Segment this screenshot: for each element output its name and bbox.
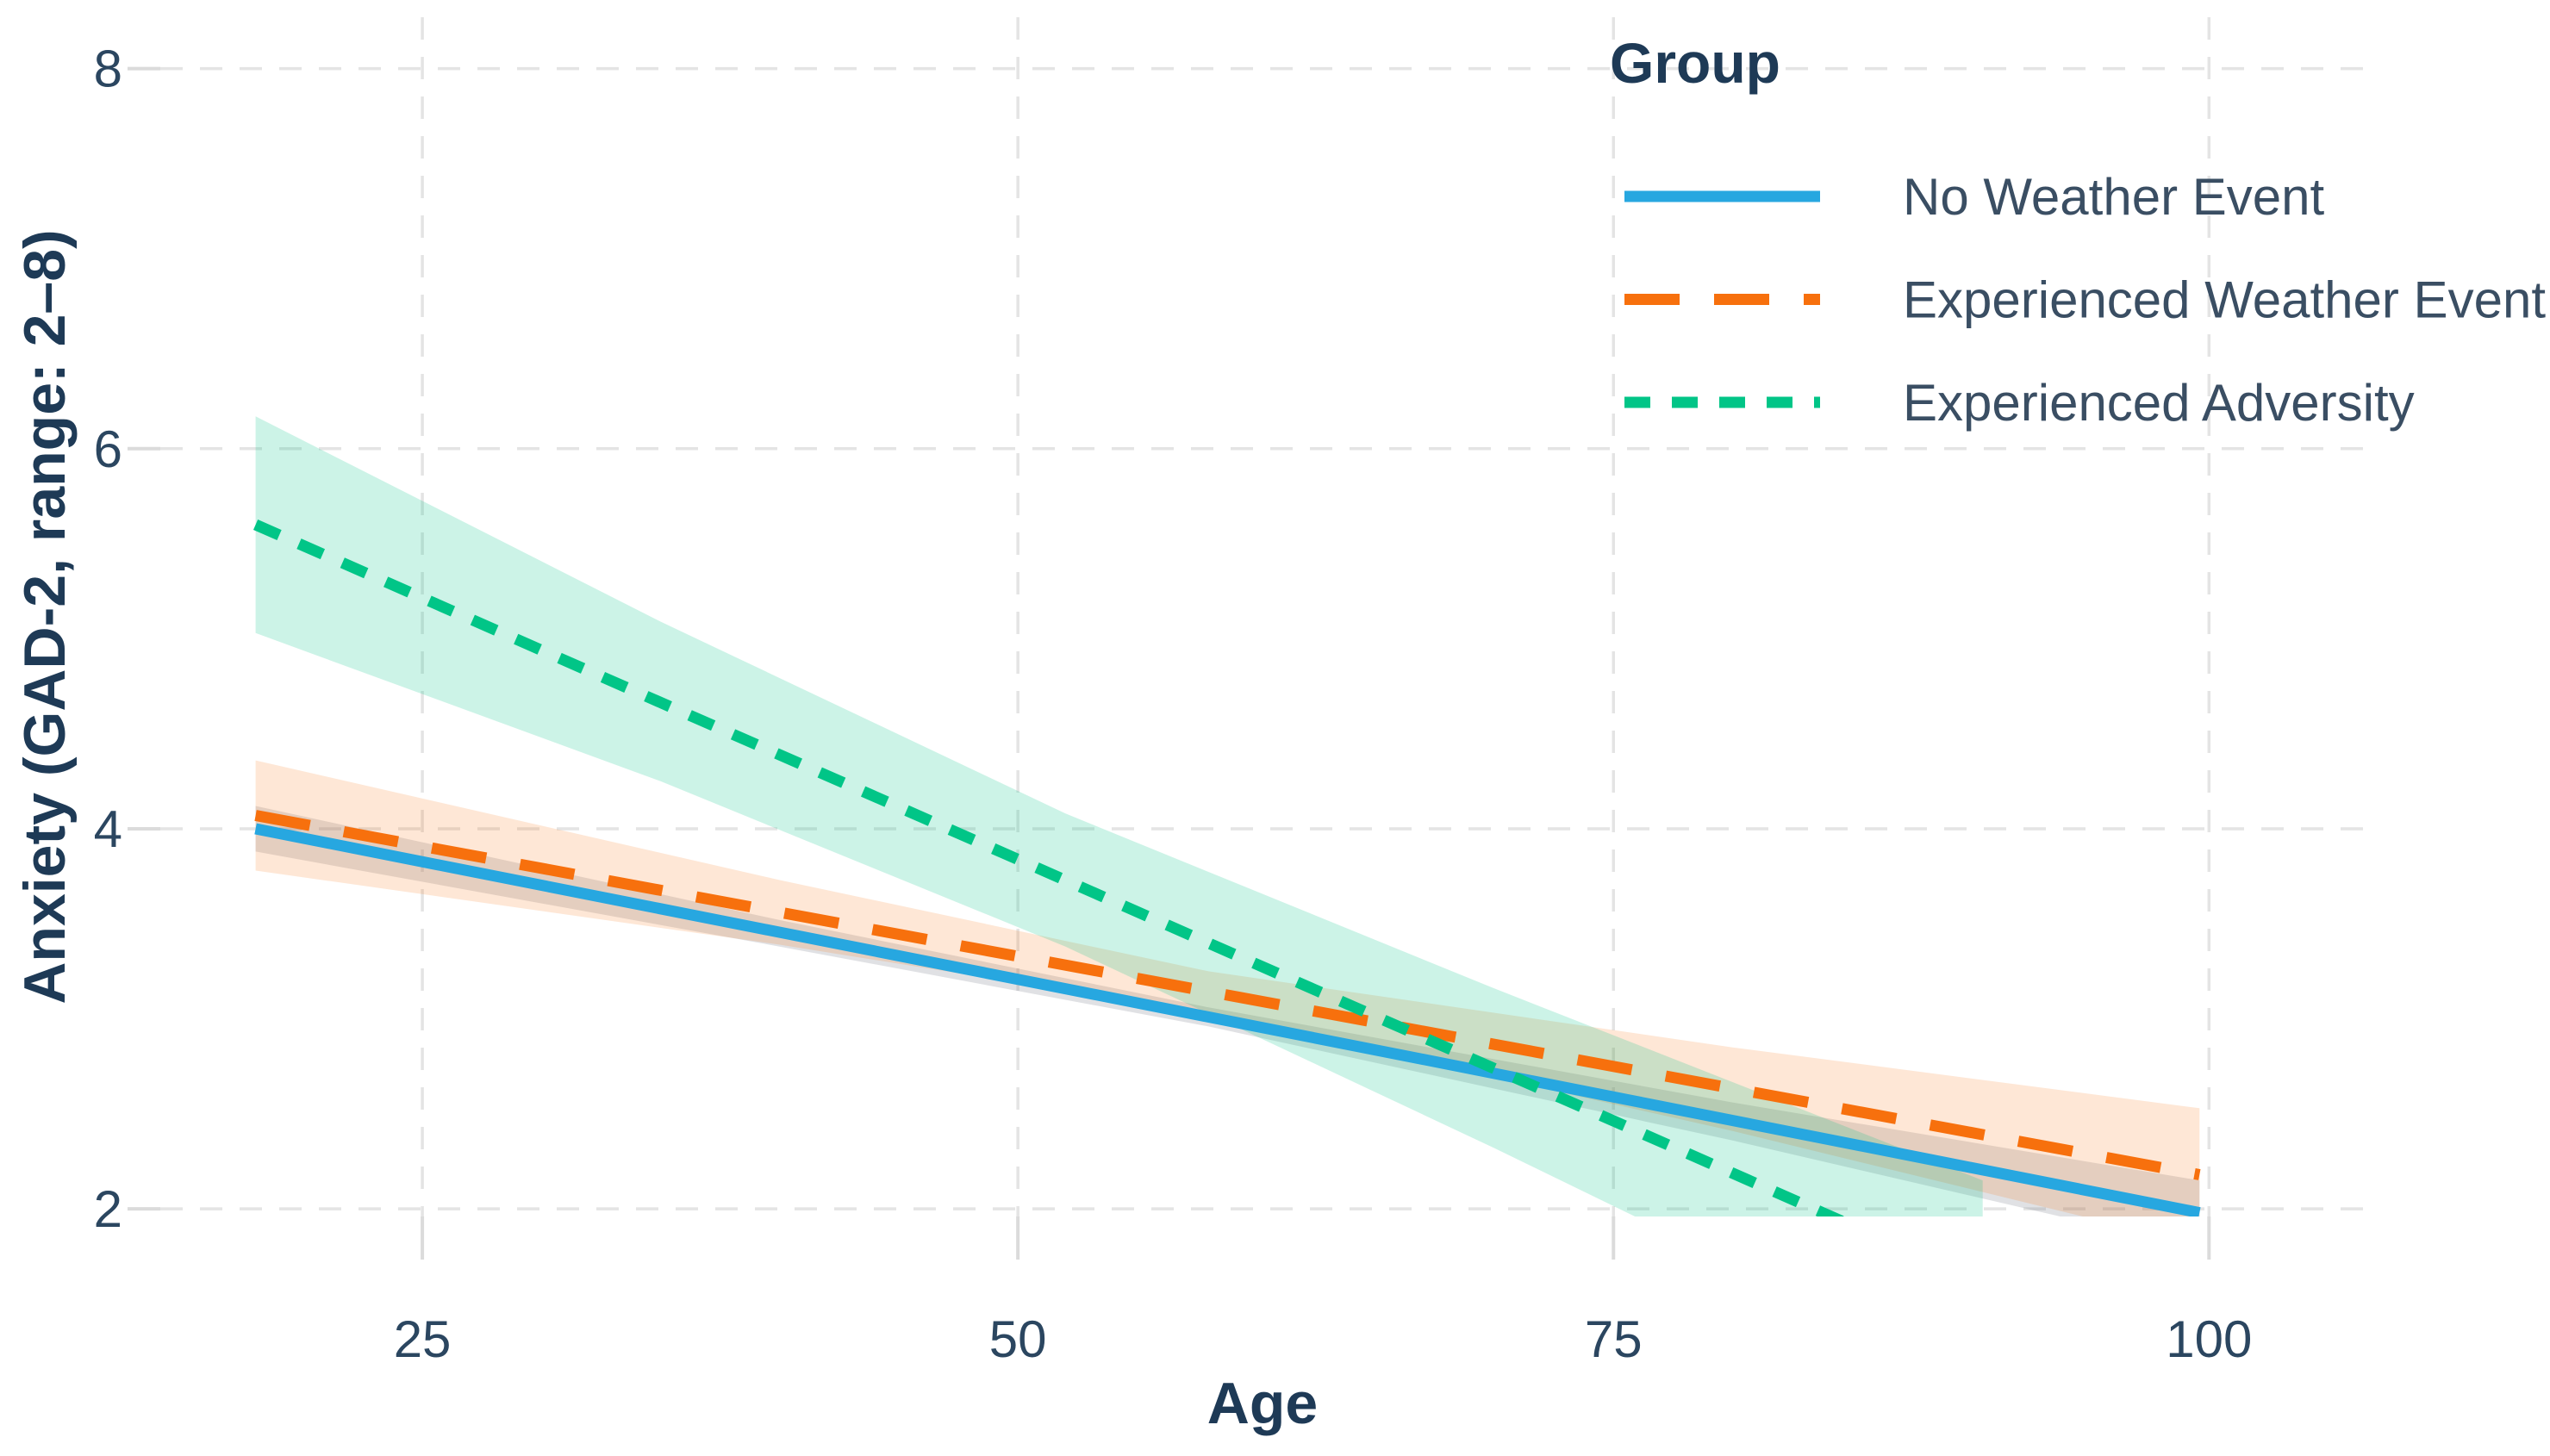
legend: Group No Weather Event Experienced Weathe… (1610, 31, 2546, 432)
axis-tick-labels: 25 50 75 100 2 4 6 8 (94, 40, 2253, 1368)
x-axis-title: Age (1207, 1371, 1318, 1436)
x-tick-label-100: 100 (2166, 1310, 2252, 1368)
ci-ribbon-experienced-adversity (255, 416, 1983, 1216)
series-line-no-weather-event[interactable] (254, 823, 2201, 1216)
legend-title: Group (1610, 31, 1780, 95)
legend-label-experienced-weather-event: Experienced Weather Event (1903, 271, 2546, 329)
y-tick-label-8: 8 (94, 40, 122, 98)
y-tick-label-4: 4 (94, 800, 122, 858)
y-tick-label-2: 2 (94, 1180, 122, 1238)
series-lines (253, 520, 2201, 1283)
confidence-ribbons (255, 416, 2200, 1216)
gridlines (160, 17, 2364, 1216)
legend-item-experienced-adversity[interactable]: Experienced Adversity (1624, 374, 2415, 432)
x-tick-label-50: 50 (989, 1310, 1047, 1368)
y-tick-label-6: 6 (94, 420, 122, 478)
legend-item-experienced-weather-event[interactable]: Experienced Weather Event (1624, 271, 2546, 329)
legend-label-no-weather-event: No Weather Event (1903, 168, 2324, 226)
x-tick-label-25: 25 (394, 1310, 452, 1368)
x-tick-label-75: 75 (1585, 1310, 1643, 1368)
legend-item-no-weather-event[interactable]: No Weather Event (1624, 168, 2324, 226)
y-axis-title: Anxiety (GAD-2, range: 2–8) (12, 229, 78, 1004)
series-line-experienced-weather-event[interactable] (254, 810, 2201, 1180)
series-line-experienced-adversity[interactable] (253, 520, 1983, 1283)
axis-tick-marks (128, 66, 2211, 1260)
legend-label-experienced-adversity: Experienced Adversity (1903, 374, 2415, 432)
ci-ribbon-experienced-weather-event (255, 760, 2200, 1216)
